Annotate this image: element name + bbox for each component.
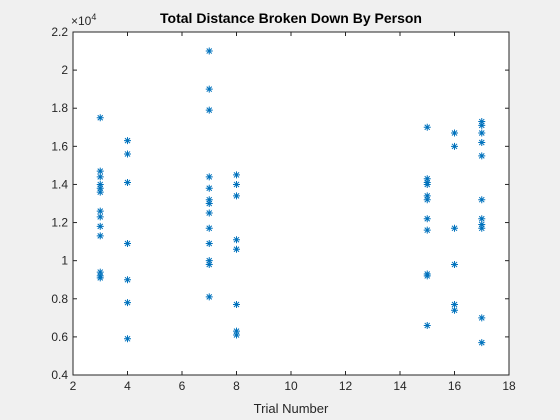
y-tick-label: 0.8	[51, 292, 68, 306]
data-point	[423, 226, 431, 234]
y-tick-label: 0.6	[51, 330, 68, 344]
data-point	[423, 175, 431, 183]
data-point	[478, 339, 486, 347]
data-point	[205, 260, 213, 268]
data-point	[233, 300, 240, 308]
data-point	[96, 167, 104, 175]
data-point	[478, 196, 486, 204]
y-tick-label: 1.6	[51, 139, 68, 153]
data-point	[478, 314, 486, 322]
data-point	[478, 224, 486, 232]
x-tick-label: 18	[502, 379, 516, 393]
data-point	[233, 236, 240, 244]
data-point	[124, 276, 131, 284]
data-point	[96, 232, 104, 240]
data-point	[478, 215, 486, 223]
data-points	[96, 47, 486, 347]
data-point	[205, 224, 213, 232]
x-tick-label: 8	[233, 379, 240, 393]
data-point	[423, 192, 431, 200]
data-point	[423, 123, 431, 131]
data-point	[124, 137, 131, 145]
data-point	[205, 200, 213, 207]
data-point	[96, 180, 104, 188]
y-tick-label: 2.2	[51, 25, 68, 39]
data-point	[205, 184, 213, 192]
y-exponent-power: 4	[91, 12, 96, 22]
data-point	[423, 180, 431, 188]
data-point	[478, 121, 486, 129]
data-point	[478, 118, 486, 126]
data-point	[233, 171, 240, 179]
y-tick-label: 1.2	[51, 216, 68, 230]
data-point	[233, 327, 240, 335]
data-point	[478, 129, 486, 137]
data-point	[96, 173, 104, 181]
data-point	[423, 196, 431, 204]
x-tick-label: 16	[448, 379, 462, 393]
data-point	[233, 180, 240, 188]
data-point	[205, 240, 213, 248]
y-exponent-base: ×10	[71, 14, 92, 28]
data-point	[233, 245, 240, 253]
data-point	[205, 106, 213, 114]
data-point	[205, 293, 213, 301]
y-tick-label: 1	[61, 254, 68, 268]
data-point	[478, 220, 486, 228]
data-point	[96, 184, 104, 192]
data-point	[423, 272, 431, 280]
data-point	[205, 196, 213, 204]
data-point	[96, 268, 104, 276]
data-point	[451, 224, 458, 232]
chart-title: Total Distance Broken Down By Person	[160, 10, 422, 26]
data-point	[451, 300, 458, 308]
data-point	[96, 207, 104, 215]
y-tick-label: 1.8	[51, 101, 68, 115]
data-point	[423, 215, 431, 223]
data-point	[124, 335, 131, 343]
plot-area	[73, 32, 509, 375]
data-point	[423, 321, 431, 329]
data-point	[124, 299, 131, 307]
data-point	[96, 188, 104, 196]
data-point	[478, 152, 486, 160]
data-point	[451, 129, 458, 137]
data-point	[124, 179, 131, 187]
data-point	[96, 114, 104, 122]
data-point	[205, 85, 213, 93]
data-point	[233, 192, 240, 200]
x-axis: 2 4 6 8 10 12 14 16 18	[70, 32, 516, 393]
x-tick-label: 2	[70, 379, 77, 393]
data-point	[451, 142, 458, 150]
y-axis: 0.4 0.6 0.8 1 1.2 1.4 1.6 1.8 2 2.2	[51, 25, 509, 382]
data-point	[205, 209, 213, 217]
data-point	[96, 274, 104, 282]
data-point	[451, 260, 458, 268]
data-point	[124, 240, 131, 248]
data-point	[233, 331, 240, 339]
x-tick-label: 14	[393, 379, 407, 393]
y-tick-label: 0.4	[51, 368, 68, 382]
data-point	[96, 213, 104, 221]
x-tick-label: 4	[124, 379, 131, 393]
data-point	[478, 139, 486, 147]
data-point	[205, 47, 213, 55]
data-point	[205, 257, 213, 265]
x-tick-label: 10	[284, 379, 298, 393]
data-point	[205, 173, 213, 181]
x-tick-label: 12	[339, 379, 353, 393]
x-axis-label: Trial Number	[254, 401, 329, 416]
data-point	[451, 306, 458, 314]
data-point	[124, 150, 131, 158]
data-point	[96, 222, 104, 230]
y-tick-label: 1.4	[51, 177, 68, 191]
y-exponent-label: ×104	[71, 12, 96, 28]
y-tick-label: 2	[61, 63, 68, 77]
x-tick-label: 6	[179, 379, 186, 393]
